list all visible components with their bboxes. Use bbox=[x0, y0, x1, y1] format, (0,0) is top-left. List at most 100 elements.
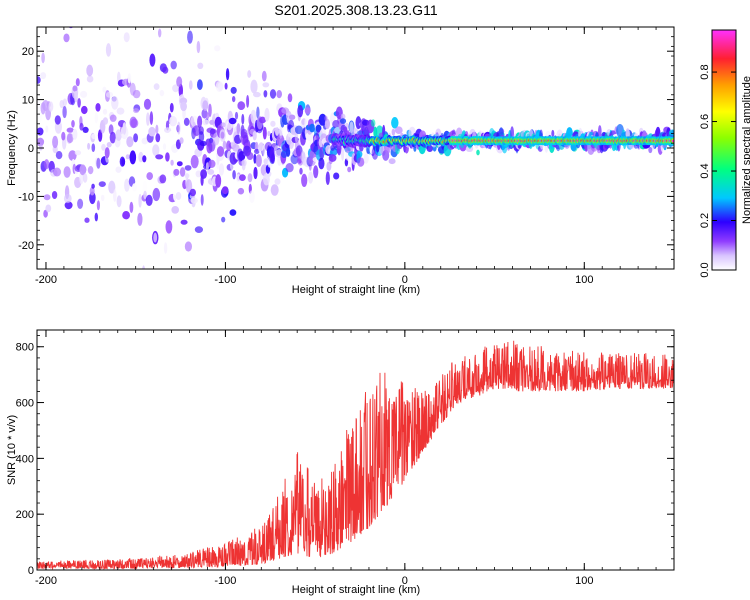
spectrogram-cell bbox=[138, 193, 142, 208]
spectrogram-cell bbox=[183, 117, 190, 126]
colorbar-tick-label: 0.0 bbox=[699, 262, 711, 277]
spectrogram-cell bbox=[333, 172, 340, 180]
spectrogram-cell bbox=[208, 159, 216, 168]
spectrogram-cell bbox=[294, 125, 303, 135]
spectrogram-cell bbox=[75, 78, 80, 87]
spectrogram-cell bbox=[54, 115, 61, 125]
spectrogram-cell bbox=[189, 80, 193, 90]
spectrogram-cell bbox=[45, 125, 49, 133]
spectrogram-cell bbox=[196, 40, 201, 54]
spectrogram-cell bbox=[155, 124, 159, 135]
spectrogram-cell bbox=[169, 116, 178, 127]
spectrogram-cell bbox=[187, 30, 193, 44]
spectrogram-cell bbox=[189, 188, 196, 197]
spectrogram-cell bbox=[190, 154, 199, 169]
spectrogram-cell bbox=[229, 209, 237, 216]
chart-title: S201.2025.308.13.23.G11 bbox=[274, 2, 437, 18]
spectrogram-cell bbox=[176, 161, 183, 167]
spectrogram-cell bbox=[143, 190, 147, 200]
spectrogram-cell bbox=[220, 122, 226, 128]
spectrogram-cell bbox=[241, 113, 245, 125]
spectrogram-cell bbox=[62, 105, 67, 119]
spectrogram-cell bbox=[141, 137, 149, 145]
spectrogram-cell bbox=[179, 167, 186, 177]
spectrogram-cell bbox=[262, 126, 267, 140]
spectrogram-cell bbox=[149, 111, 154, 125]
spectrogram-cell bbox=[324, 115, 328, 122]
spectrogram-cell bbox=[124, 178, 130, 192]
spectrogram-cell bbox=[271, 153, 275, 164]
spectrogram-cell bbox=[102, 86, 107, 93]
snr-y-tick-label: 800 bbox=[16, 342, 34, 354]
spectrogram-cell bbox=[63, 193, 72, 204]
spectrogram-cell bbox=[116, 107, 125, 115]
spectrogram-cell bbox=[328, 154, 337, 162]
spectrogram-cell bbox=[261, 70, 267, 82]
spectrogram-cell bbox=[96, 157, 101, 169]
spectrogram-cell bbox=[169, 102, 174, 113]
colorbar-tick-label: 0.6 bbox=[699, 114, 711, 129]
spectrogram-cell bbox=[225, 68, 230, 81]
spectrogram-cell bbox=[190, 197, 198, 204]
spectrogram-cell bbox=[217, 82, 224, 91]
spectrogram-cell bbox=[247, 70, 252, 78]
spectrogram-cell bbox=[199, 140, 207, 147]
spectrogram-cell bbox=[171, 206, 179, 214]
spectrogram-cell bbox=[91, 183, 95, 189]
spectrogram-cell bbox=[89, 186, 95, 196]
spectrogram-cell bbox=[162, 66, 169, 74]
spectrogram-cell bbox=[309, 123, 316, 133]
spectrogram-cell bbox=[146, 172, 153, 181]
spectrogram-cell bbox=[253, 91, 261, 98]
snr-x-tick-label: 100 bbox=[575, 575, 593, 587]
spectrogram-cell bbox=[80, 90, 88, 98]
spectrogram-cell bbox=[37, 76, 41, 84]
spectrogram-cell bbox=[94, 112, 99, 124]
spectrogram-cell bbox=[340, 113, 346, 120]
spectrogram-cell bbox=[263, 90, 268, 98]
snr-y-tick-label: 0 bbox=[28, 565, 34, 577]
spectrogram-cell bbox=[66, 127, 74, 133]
spectrogram-cell bbox=[269, 89, 277, 99]
spectrogram-cell bbox=[250, 79, 258, 94]
snr-x-tick-label: 0 bbox=[402, 575, 408, 587]
spectrogram-cell bbox=[142, 155, 147, 163]
spectrogram-cell bbox=[153, 83, 160, 90]
spectrogram-cell bbox=[71, 120, 75, 128]
spectrogram-cell bbox=[37, 127, 44, 136]
spectrogram-cell bbox=[476, 149, 480, 156]
spectrogram-cell bbox=[91, 143, 96, 152]
spectrogram-cell bbox=[130, 118, 139, 128]
spectrogram-cell bbox=[87, 142, 91, 150]
snr-y-ticks: 0 200 400 600 800 bbox=[16, 335, 674, 577]
spectrogram-cell bbox=[143, 98, 152, 110]
spectrogram-cell bbox=[170, 159, 174, 166]
spectrogram-cell bbox=[247, 173, 253, 183]
spectrogram-x-tick-label: 100 bbox=[575, 274, 593, 286]
spectrogram-cell bbox=[668, 129, 674, 136]
spectrogram-cell bbox=[178, 83, 183, 98]
spectrogram-cell bbox=[256, 106, 260, 119]
spectrogram-cell bbox=[339, 118, 347, 124]
spectrogram-cell bbox=[146, 112, 150, 126]
spectrogram-cell bbox=[155, 133, 161, 143]
spectrogram-cell bbox=[279, 124, 283, 136]
spectrogram-cell bbox=[129, 201, 134, 213]
spectrogram-cell bbox=[371, 119, 376, 127]
spectrogram-y-tick-label: 20 bbox=[22, 46, 34, 58]
spectrogram-cell bbox=[262, 82, 270, 88]
spectrogram-cell bbox=[137, 212, 143, 226]
spectrogram-cell bbox=[66, 133, 74, 144]
spectrogram-heatmap bbox=[37, 27, 674, 269]
spectrogram-cell bbox=[77, 98, 81, 108]
spectrogram-cell bbox=[126, 136, 134, 148]
spectrogram-cell bbox=[127, 73, 132, 84]
spectrogram-cell bbox=[218, 163, 225, 176]
spectrogram-y-tick-label: -10 bbox=[18, 191, 34, 203]
colorbar-tick-label: 0.8 bbox=[699, 64, 711, 79]
spectrogram-ridge-core bbox=[671, 139, 674, 143]
spectrogram-cell bbox=[195, 170, 202, 178]
spectrogram-cell bbox=[224, 82, 228, 90]
spectrogram-cell bbox=[237, 187, 245, 195]
snr-series-line bbox=[37, 340, 674, 570]
